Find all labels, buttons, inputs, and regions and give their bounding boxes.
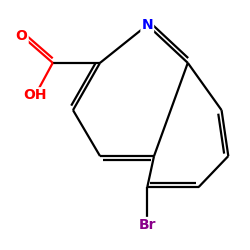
Text: O: O <box>16 29 28 43</box>
Text: Br: Br <box>138 218 156 232</box>
Text: OH: OH <box>24 88 47 102</box>
Text: N: N <box>142 18 153 32</box>
